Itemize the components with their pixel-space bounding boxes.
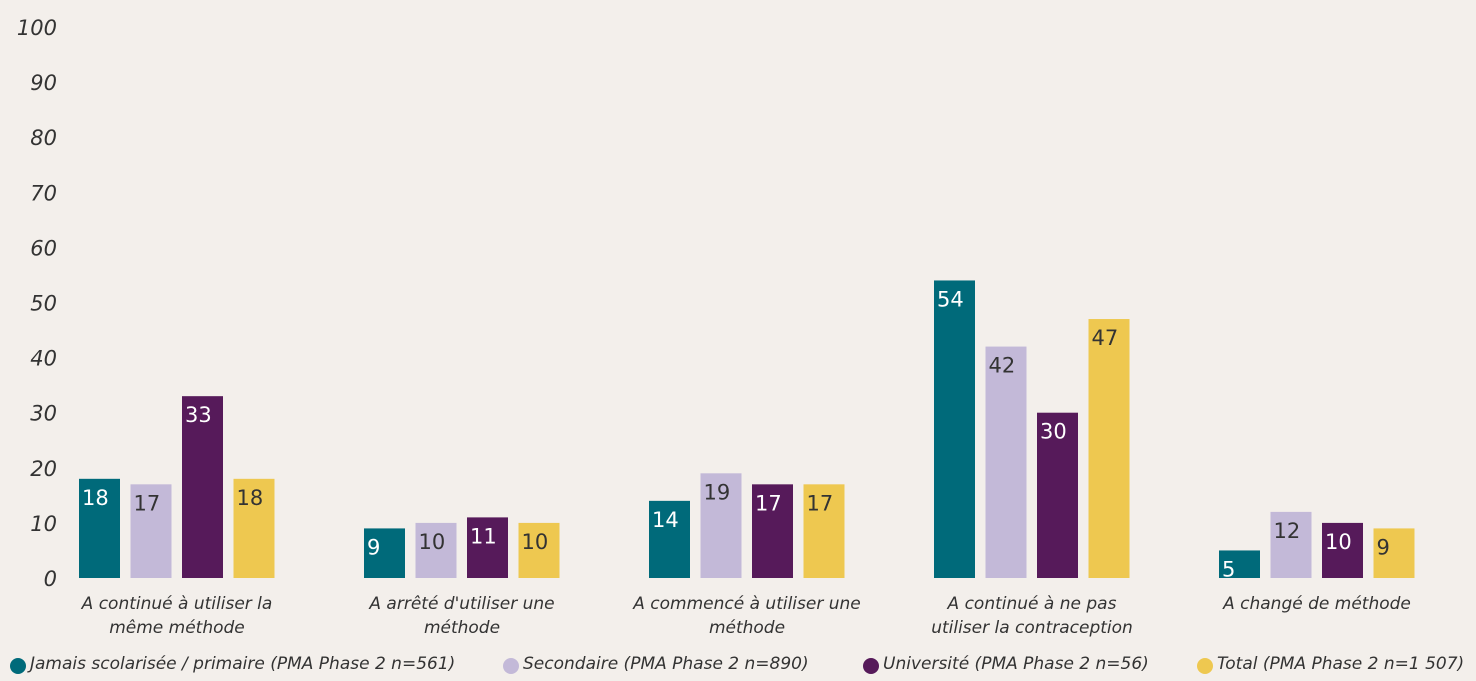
- value-label: 17: [134, 491, 161, 515]
- bar: [649, 500, 690, 578]
- value-label: 47: [1092, 326, 1119, 350]
- legend-label: Université (PMA Phase 2 n=56): [883, 654, 1149, 674]
- value-label: 12: [1274, 519, 1301, 543]
- bar: [1037, 412, 1078, 578]
- y-tick-label: 50: [30, 292, 57, 316]
- bar: [1219, 550, 1260, 578]
- value-label: 11: [470, 524, 497, 548]
- x-tick-label: A continué à ne pas utiliser la contrace…: [931, 594, 1133, 638]
- legend-swatch: [503, 658, 519, 674]
- value-label: 10: [522, 530, 549, 554]
- bar: [752, 484, 793, 578]
- y-tick-label: 60: [30, 236, 57, 260]
- bar: [182, 396, 223, 578]
- bar: [233, 478, 275, 578]
- value-label: 17: [807, 491, 834, 515]
- bar: [700, 473, 742, 578]
- legend-label: Secondaire (PMA Phase 2 n=890): [523, 654, 809, 674]
- x-tick-label: A commencé à utiliser une méthode: [633, 594, 861, 638]
- value-label: 9: [1377, 535, 1390, 559]
- y-tick-label: 30: [30, 402, 57, 426]
- y-tick-label: 10: [30, 512, 57, 536]
- y-tick-label: 100: [17, 16, 57, 40]
- bar: [1322, 522, 1363, 578]
- value-label: 5: [1222, 557, 1235, 581]
- bar: [934, 280, 975, 578]
- bar: [518, 522, 560, 578]
- x-tick-label: A changé de méthode: [1223, 594, 1411, 614]
- legend-swatch: [10, 658, 26, 674]
- value-label: 18: [237, 486, 264, 510]
- x-tick-label: A arrêté d'utiliser une méthode: [369, 594, 555, 638]
- value-label: 18: [82, 486, 109, 510]
- legend-label: Jamais scolarisée / primaire (PMA Phase …: [30, 654, 456, 674]
- bar: [1270, 511, 1312, 578]
- value-label: 10: [1325, 530, 1352, 554]
- value-label: 42: [989, 354, 1016, 378]
- x-tick-label: A continué à utiliser la même méthode: [81, 594, 273, 638]
- legend-label: Total (PMA Phase 2 n=1 507): [1217, 654, 1465, 674]
- bar: [79, 478, 120, 578]
- bar: [985, 346, 1027, 578]
- value-label: 54: [937, 287, 964, 311]
- value-label: 14: [652, 508, 679, 532]
- y-tick-label: 90: [30, 71, 57, 95]
- value-label: 9: [367, 535, 380, 559]
- value-label: 19: [704, 480, 731, 504]
- bar: [1373, 528, 1415, 578]
- bar: [467, 517, 508, 578]
- value-label: 30: [1040, 420, 1067, 444]
- y-tick-label: 20: [30, 457, 57, 481]
- y-tick-label: 40: [30, 347, 57, 371]
- y-tick-label: 70: [30, 181, 57, 205]
- bar: [415, 522, 457, 578]
- bar: [364, 528, 405, 578]
- y-tick-label: 0: [44, 567, 57, 591]
- legend-swatch: [863, 658, 879, 674]
- y-tick-label: 80: [30, 126, 57, 150]
- value-label: 17: [755, 491, 782, 515]
- value-label: 10: [419, 530, 446, 554]
- legend-swatch: [1197, 658, 1213, 674]
- bar: [803, 484, 845, 578]
- value-label: 33: [185, 403, 212, 427]
- bar: [130, 484, 172, 578]
- bar: [1088, 319, 1130, 578]
